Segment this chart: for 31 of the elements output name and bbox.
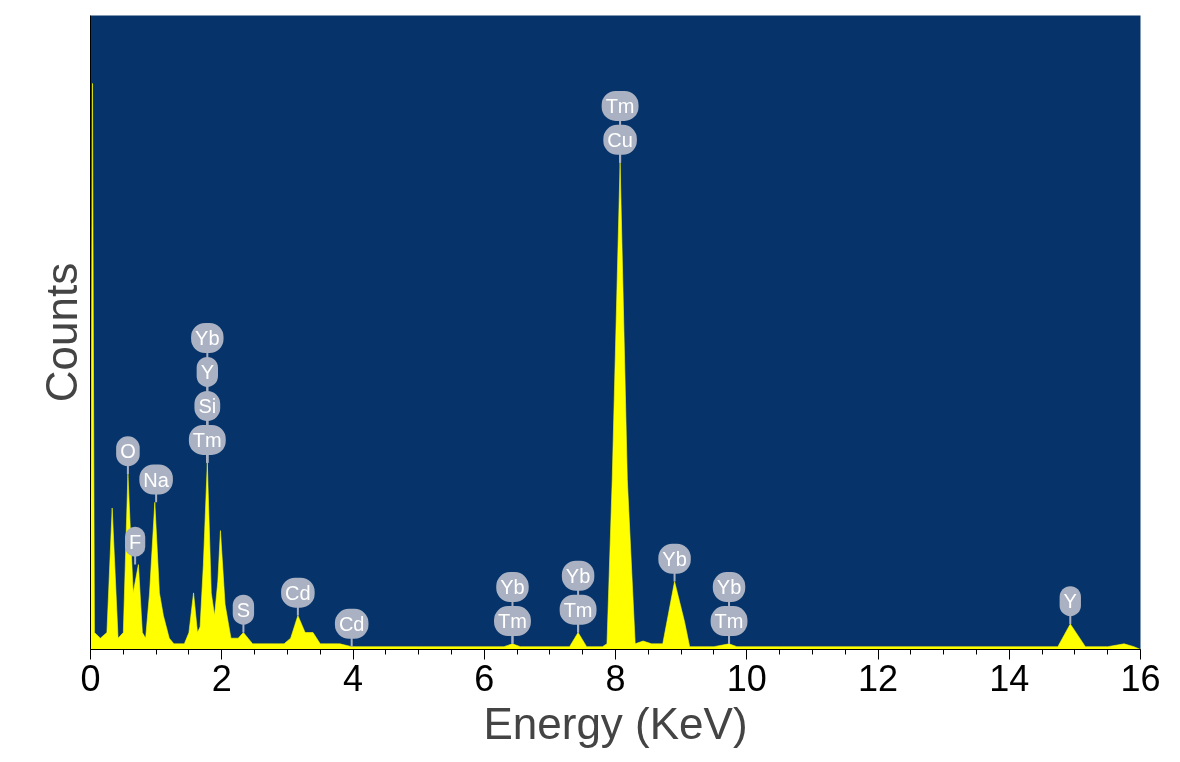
annotation: S: [236, 598, 251, 621]
x-tick-label: 14: [989, 657, 1030, 699]
x-tick-label: 8: [605, 657, 626, 699]
x-tick-label: 4: [342, 657, 364, 699]
annotation: Na: [143, 468, 170, 491]
annotation: Cd: [338, 612, 365, 635]
annotation: Cd: [285, 581, 311, 604]
annotation: O: [120, 440, 136, 463]
annotation: Yb: [716, 576, 742, 599]
annotation: Cu: [607, 128, 633, 151]
x-axis-title: Energy (KeV): [483, 698, 748, 748]
annotation: Tm: [605, 94, 635, 117]
annotation: Tm: [563, 598, 593, 621]
annotation: Tm: [714, 610, 744, 633]
annotation: Y: [200, 360, 214, 383]
x-tick-label: 0: [80, 657, 101, 699]
x-tick-label: 6: [474, 657, 495, 699]
annotation: Yb: [565, 564, 591, 587]
annotation: Yb: [662, 547, 687, 570]
x-tick-label: 16: [1120, 657, 1161, 699]
y-axis-title: Counts: [36, 262, 86, 403]
x-tick-label: 10: [726, 657, 767, 699]
x-tick-label: 12: [857, 657, 899, 699]
annotation: Yb: [500, 576, 525, 599]
annotation: Yb: [195, 326, 220, 349]
x-tick-label: 2: [211, 657, 232, 699]
annotation: Y: [1063, 590, 1077, 613]
annotation: Tm: [192, 428, 222, 451]
annotation: Tm: [498, 610, 527, 633]
annotation: F: [129, 530, 142, 553]
annotation: Si: [198, 394, 217, 417]
